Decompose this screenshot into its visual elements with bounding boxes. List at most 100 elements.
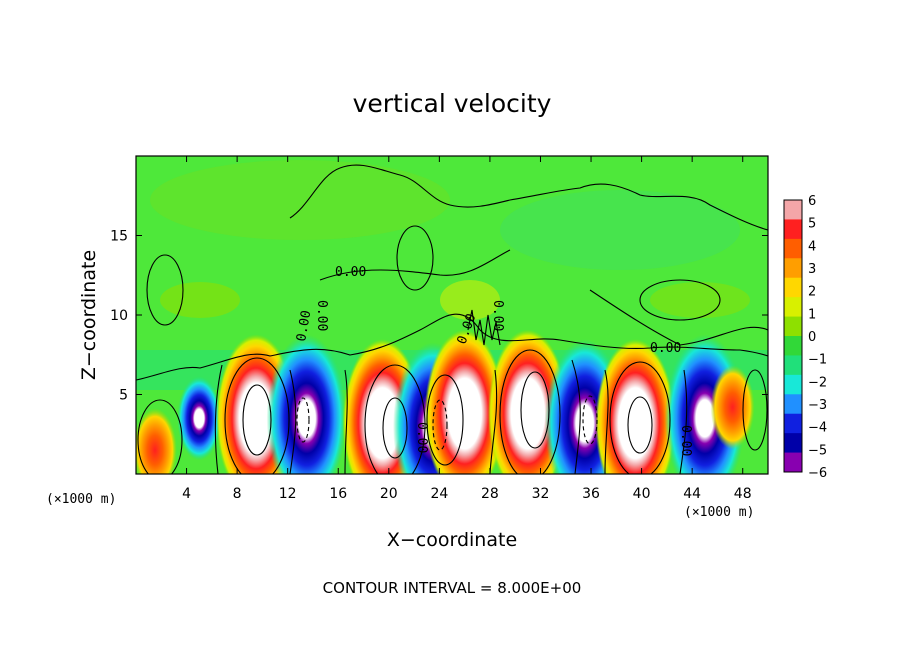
colorbar-tick-label: −3 [808, 398, 827, 413]
contour-divider [344, 369, 348, 474]
x-tick-label: 36 [582, 486, 600, 502]
contour-zero-line [589, 289, 768, 346]
colorbar-tick-label: 2 [808, 285, 816, 300]
colorbar-tick-label: 5 [808, 217, 816, 232]
contour-value-label: 0.00 [314, 300, 329, 331]
colorbar-tick-label: −5 [808, 443, 827, 458]
colorbar-swatch [784, 200, 802, 220]
colorbar-tick-label: 3 [808, 262, 816, 277]
contour-zero-line [289, 164, 768, 231]
chart-title: vertical velocity [353, 89, 552, 118]
y-tick-label: 10 [110, 308, 128, 324]
contour-value-label: 0.00 [678, 425, 693, 456]
contour-cell [364, 364, 426, 474]
x-unit-label-right: (×1000 m) [684, 505, 754, 520]
contour-value-label: 0.00 [650, 341, 681, 356]
contour-cell [609, 361, 671, 474]
colorbar-tick-label: −4 [808, 421, 827, 436]
contour-value-label: 0.00 [490, 300, 505, 331]
colorbar-swatch [784, 277, 802, 298]
contour-jagged [467, 309, 501, 346]
x-tick-label: 48 [734, 486, 752, 502]
colorbar-tick-label: 1 [808, 307, 816, 322]
colorbar-ticks: 6 5 4 3 2 1 0 −1 −2 −3 −4 −5 −6 [808, 194, 827, 481]
upper-field-patch [500, 190, 740, 270]
y-axis-title: Z−coordinate [78, 250, 100, 380]
contour-inner [382, 397, 408, 459]
y-axis-ticks: 5 10 15 [110, 229, 768, 404]
x-tick-label: 44 [683, 486, 701, 502]
contour-cell [137, 399, 183, 474]
colorbar-swatch [784, 374, 802, 395]
wave-cell [595, 339, 676, 474]
x-axis-ticks: 4 8 12 16 20 24 28 32 36 40 44 48 [182, 156, 752, 502]
colorbar-swatch [784, 336, 802, 356]
contour-interval-note: CONTOUR INTERVAL = 8.000E+00 [323, 579, 582, 597]
colorbar-swatch [784, 433, 802, 454]
x-tick-label: 8 [233, 486, 242, 502]
colorbar-tick-label: −2 [808, 375, 827, 390]
colorbar-tick-label: 4 [808, 239, 816, 254]
contour-closed [396, 225, 434, 291]
colorbar-tick-label: −1 [808, 353, 827, 368]
contour-cell [426, 374, 464, 466]
colorbar-swatch [784, 219, 802, 240]
x-unit-label-left: (×1000 m) [46, 492, 116, 507]
contour-value-label: 0.00 [335, 265, 366, 280]
x-tick-label: 32 [532, 486, 550, 502]
colorbar-swatch [784, 394, 802, 415]
contour-cell [499, 349, 561, 474]
x-axis-title: X−coordinate [387, 529, 517, 551]
contour-value-label: 0.00 [414, 422, 429, 453]
y-tick-label: 5 [119, 388, 128, 404]
contour-dashed [432, 399, 448, 451]
contour-divider [489, 369, 498, 474]
x-tick-label: 12 [279, 486, 297, 502]
colorbar-frame [783, 199, 803, 473]
colorbar-swatch [784, 452, 802, 473]
wave-cell [136, 408, 177, 474]
contour-closed [639, 279, 721, 321]
contour-inner [627, 396, 653, 454]
x-tick-label: 24 [430, 486, 448, 502]
plot-area: 0.00 0.00 0.00 0.00 0.00 0.00 0.00 0.00 [136, 156, 768, 474]
contour-divider [571, 359, 581, 474]
colorbar-tick-label: 6 [808, 194, 816, 209]
upper-field-patch [650, 282, 750, 318]
upper-field-patch [150, 160, 450, 240]
wave-cell [177, 376, 222, 461]
contour-inner [242, 384, 272, 456]
colorbar-tick-label: −6 [808, 466, 827, 481]
colorbar [783, 199, 803, 473]
contour-divider [604, 369, 609, 474]
contour-closed [146, 254, 184, 326]
contour-zero-line [136, 313, 768, 381]
x-tick-label: 20 [380, 486, 398, 502]
colorbar-swatch [784, 413, 802, 434]
wave-cell [710, 365, 755, 450]
x-tick-label: 16 [329, 486, 347, 502]
x-tick-label: 40 [633, 486, 651, 502]
colorbar-swatch [784, 316, 802, 337]
contour-cell [742, 369, 768, 451]
contour-inner [520, 371, 550, 449]
contour-dashed [296, 397, 310, 443]
contour-cell [224, 357, 290, 474]
colorbar-swatch [784, 355, 802, 376]
upper-field-patch [160, 282, 240, 318]
wave-cell [424, 329, 505, 474]
contour-divider [214, 364, 223, 474]
contour-value-labels: 0.00 0.00 0.00 0.00 0.00 0.00 0.00 0.00 [294, 265, 693, 456]
contour-divider [679, 369, 688, 474]
x-tick-label: 28 [481, 486, 499, 502]
colorbar-swatch [784, 297, 802, 318]
colorbar-tick-label: 0 [808, 330, 816, 345]
y-tick-label: 15 [110, 229, 128, 245]
colorbar-swatch [784, 258, 802, 279]
contour-zero-line [319, 249, 511, 281]
contour-dashed [582, 395, 598, 445]
colorbar-swatch [784, 238, 802, 259]
contour-lines [136, 164, 768, 474]
contour-divider [289, 369, 297, 474]
